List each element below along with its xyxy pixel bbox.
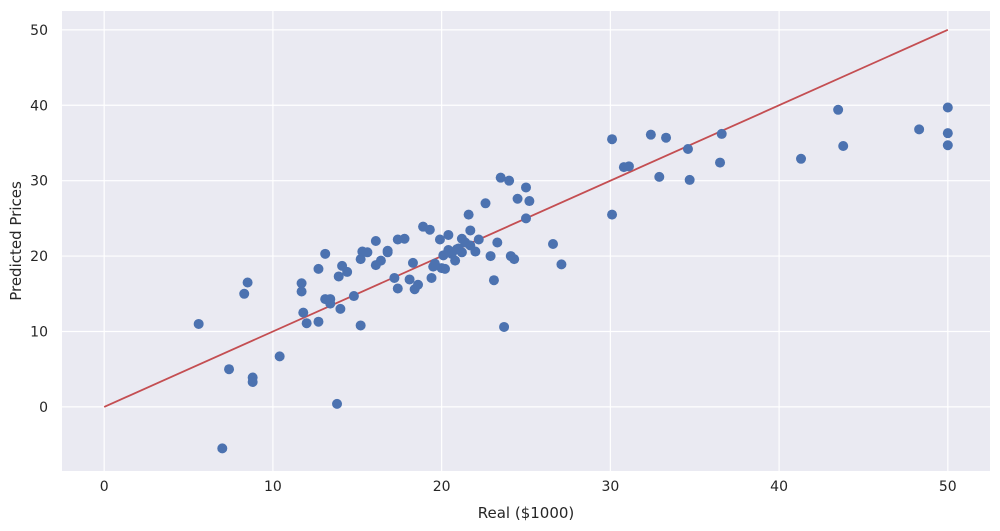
scatter-point bbox=[426, 272, 437, 283]
scatter-point bbox=[456, 247, 467, 258]
scatter-point bbox=[247, 372, 258, 383]
scatter-point bbox=[296, 278, 307, 289]
scatter-point bbox=[224, 364, 235, 375]
scatter-point bbox=[332, 398, 343, 409]
scatter-point bbox=[607, 134, 618, 145]
scatter-point bbox=[362, 247, 373, 258]
scatter-point bbox=[355, 320, 366, 331]
y-tick-label: 20 bbox=[30, 249, 48, 265]
scatter-point bbox=[404, 274, 415, 285]
scatter-point bbox=[274, 351, 285, 362]
scatter-point bbox=[838, 140, 849, 151]
x-tick-label: 30 bbox=[601, 479, 619, 495]
scatter-point bbox=[833, 104, 844, 115]
scatter-point bbox=[465, 225, 476, 236]
scatter-point bbox=[521, 182, 531, 193]
scatter-point bbox=[389, 272, 400, 283]
scatter-point bbox=[716, 128, 727, 139]
scatter-point bbox=[682, 144, 693, 154]
scatter-point bbox=[450, 255, 461, 266]
scatter-point bbox=[333, 271, 344, 282]
scatter-point bbox=[313, 316, 324, 327]
scatter-point bbox=[524, 196, 535, 207]
scatter-point bbox=[796, 153, 807, 164]
x-tick-label: 50 bbox=[939, 479, 957, 495]
scatter-point bbox=[942, 102, 953, 113]
scatter-point bbox=[547, 239, 558, 250]
scatter-point bbox=[355, 254, 366, 265]
scatter-point bbox=[463, 209, 474, 220]
scatter-point bbox=[375, 255, 386, 266]
scatter-point bbox=[509, 254, 520, 265]
scatter-point bbox=[370, 236, 381, 246]
scatter-point bbox=[298, 307, 309, 318]
scatter-point bbox=[645, 129, 656, 140]
scatter-point bbox=[623, 161, 634, 172]
scatter-point bbox=[684, 174, 695, 185]
scatter-point bbox=[392, 283, 403, 294]
y-axis-label: Predicted Prices bbox=[7, 181, 25, 301]
scatter-point bbox=[342, 266, 353, 277]
scatter-point bbox=[443, 229, 454, 240]
y-tick-label: 0 bbox=[39, 400, 48, 416]
x-tick-label: 40 bbox=[770, 479, 788, 495]
scatter-point bbox=[485, 251, 496, 262]
scatter-point bbox=[382, 245, 393, 256]
scatter-point bbox=[470, 246, 481, 257]
scatter-point bbox=[499, 321, 510, 332]
scatter-point bbox=[296, 286, 307, 297]
scatter-point bbox=[242, 277, 253, 288]
scatter-point bbox=[661, 132, 672, 143]
x-axis-ticks: 0 10 20 30 40 50 bbox=[100, 479, 957, 495]
x-tick-label: 20 bbox=[433, 479, 451, 495]
scatter-point bbox=[556, 259, 567, 270]
scatter-point bbox=[434, 234, 445, 245]
scatter-point bbox=[193, 318, 204, 329]
scatter-point bbox=[413, 279, 424, 290]
scatter-point bbox=[301, 318, 312, 329]
y-tick-label: 10 bbox=[30, 324, 48, 340]
scatter-point bbox=[942, 140, 953, 151]
scatter-point bbox=[348, 291, 359, 302]
scatter-point bbox=[480, 198, 491, 209]
y-tick-label: 30 bbox=[30, 174, 48, 190]
gridlines bbox=[62, 11, 990, 471]
x-axis-label: Real ($1000) bbox=[478, 504, 575, 522]
data-points bbox=[193, 102, 953, 454]
y-tick-label: 40 bbox=[30, 98, 48, 114]
plot-area bbox=[62, 11, 990, 471]
scatter-point bbox=[325, 298, 336, 309]
x-tick-label: 10 bbox=[264, 479, 282, 495]
scatter-point bbox=[512, 193, 523, 204]
scatter-point bbox=[504, 175, 515, 186]
y-tick-label: 50 bbox=[30, 23, 48, 39]
scatter-point bbox=[654, 171, 665, 182]
scatter-point bbox=[335, 303, 346, 314]
scatter-point bbox=[440, 263, 451, 274]
x-tick-label: 0 bbox=[100, 479, 109, 495]
scatter-point bbox=[942, 128, 953, 139]
scatter-point bbox=[239, 288, 250, 299]
scatter-point bbox=[914, 124, 925, 135]
scatter-point bbox=[473, 234, 484, 245]
scatter-point bbox=[217, 443, 228, 454]
y-axis-ticks: 0 10 20 30 40 50 bbox=[30, 23, 48, 416]
scatter-point bbox=[492, 237, 503, 248]
scatter-point bbox=[407, 257, 418, 268]
scatter-point bbox=[488, 275, 499, 286]
scatter-point bbox=[521, 213, 531, 224]
scatter-point bbox=[495, 172, 506, 183]
scatter-point bbox=[424, 224, 435, 235]
scatter-point bbox=[607, 209, 618, 220]
scatter-point bbox=[320, 248, 331, 259]
scatter-point bbox=[399, 233, 410, 244]
scatter-point bbox=[313, 263, 324, 274]
scatter-point bbox=[715, 157, 726, 168]
